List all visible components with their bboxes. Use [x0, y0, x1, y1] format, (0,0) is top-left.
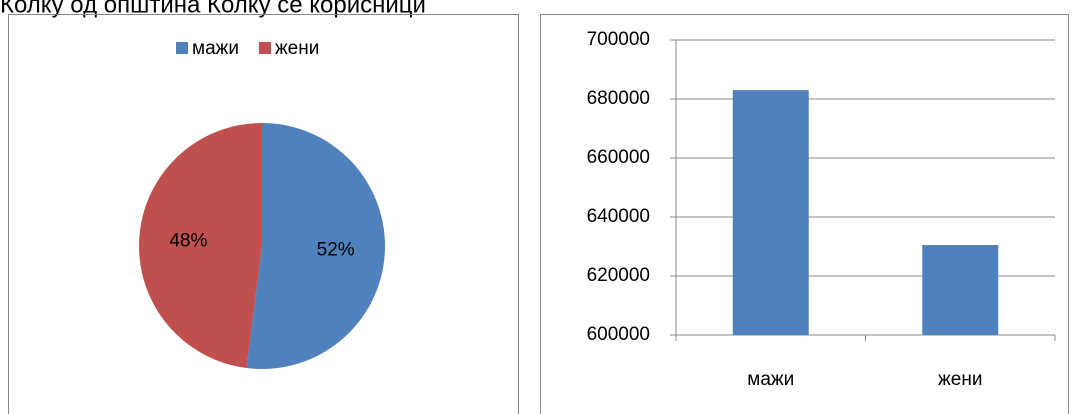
x-tick-label: жени [938, 369, 982, 390]
pie-frame [8, 14, 519, 414]
y-tick-label: 620000 [587, 265, 650, 286]
y-tick-label: 660000 [587, 147, 650, 168]
bar [922, 245, 999, 335]
y-tick-label: 700000 [587, 29, 650, 50]
data-label: 48% [169, 230, 207, 251]
pie-slice [246, 123, 385, 369]
y-tick-label: 640000 [587, 206, 650, 227]
page-title: Колку од општина Колку се корисници [0, 0, 426, 18]
x-tick-label: мажи [747, 369, 794, 390]
legend-label: жени [275, 38, 319, 59]
data-label: 52% [317, 240, 355, 261]
legend-swatch [258, 42, 271, 54]
bar [732, 90, 809, 336]
y-tick-label: 680000 [587, 88, 650, 109]
y-tick-label: 600000 [587, 324, 650, 345]
legend-swatch [176, 42, 188, 54]
pie-slice [138, 123, 262, 369]
legend-label: мажи [192, 38, 239, 59]
bar-frame [540, 14, 1069, 414]
